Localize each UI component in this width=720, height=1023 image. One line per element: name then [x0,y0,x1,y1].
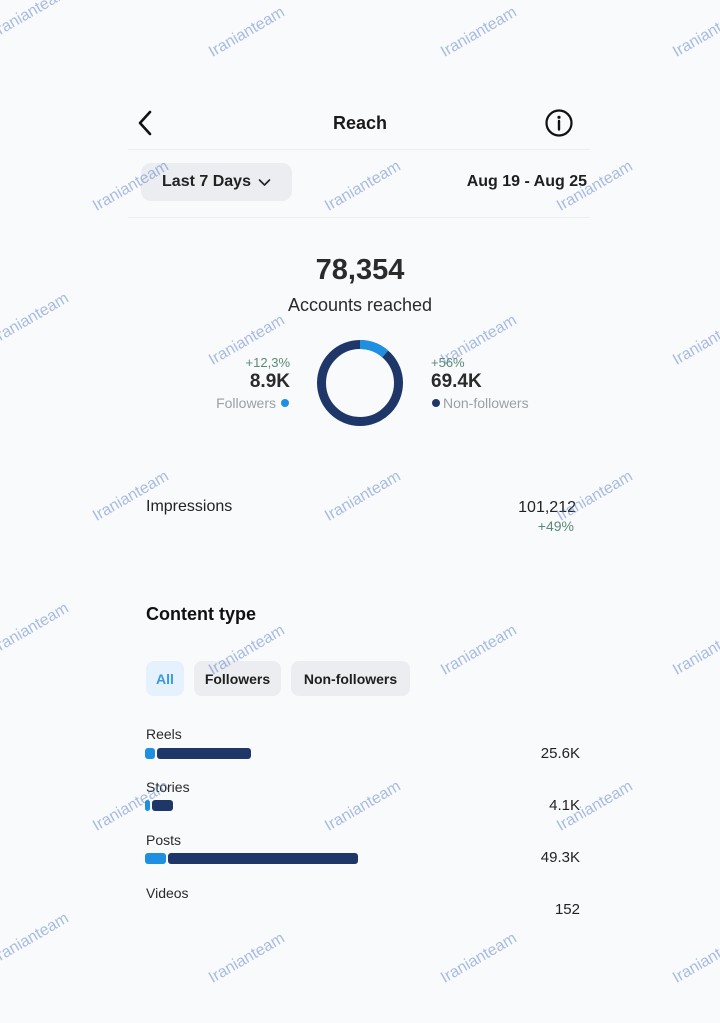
stories-followers-bar [145,800,150,811]
tab-followers[interactable]: Followers [194,661,281,696]
reels-label: Reels [146,726,182,742]
watermark-text: Iranianteam [438,929,520,987]
back-button[interactable] [133,108,159,138]
watermark-text: Iranianteam [0,0,72,41]
range-divider [128,217,590,218]
reels-non-followers-bar [156,748,252,759]
followers-label: Followers [216,395,276,411]
date-range-dropdown[interactable]: Last 7 Days [141,163,292,201]
donut-non-followers-ring [317,340,403,426]
accounts-reached-total: 78,354 [315,254,405,286]
watermark-text: Iranianteam [554,467,636,525]
info-button[interactable] [544,108,574,138]
watermark-text: Iranianteam [438,621,520,679]
videos-label: Videos [146,885,189,901]
watermark-text: Iranianteam [322,777,404,835]
stories-label: Stories [146,779,190,795]
header-divider [128,149,590,150]
date-range-label: Last 7 Days [162,173,251,190]
donut-followers-arc [317,340,403,426]
posts-non-followers-bar [168,853,358,864]
date-range-text: Aug 19 - Aug 25 [466,173,587,190]
non-followers-label: Non-followers [443,395,529,411]
watermark-text: Iranianteam [438,3,520,61]
tab-non-followers[interactable]: Non-followers [291,661,410,696]
non-followers-value: 69.4K [431,371,482,392]
reels-value: 25.6K [540,745,580,762]
reels-followers-bar [145,748,155,759]
non-followers-change: +56% [431,355,465,370]
watermark-text: Iranianteam [438,311,520,369]
info-icon [545,109,573,137]
posts-value: 49.3K [540,849,580,866]
watermark-text: Iranianteam [670,929,720,987]
impressions-value: 101,212 [518,499,576,516]
content-type-heading: Content type [146,604,256,624]
impressions-label: Impressions [146,498,233,515]
watermark-text: Iranianteam [670,621,720,679]
posts-label: Posts [146,832,182,848]
stories-value: 4.1K [549,797,580,814]
watermark-text: Iranianteam [206,929,288,987]
watermark-text: Iranianteam [670,3,720,61]
watermark-text: Iranianteam [670,311,720,369]
watermark-text: Iranianteam [0,909,72,967]
watermark-text: Iranianteam [206,3,288,61]
reach-donut-chart [317,340,403,426]
watermark-text: Iranianteam [90,467,172,525]
posts-followers-bar [145,853,167,864]
chevron-down-icon [258,178,271,186]
watermark-text: Iranianteam [322,157,404,215]
videos-value: 152 [554,901,580,918]
tab-all[interactable]: All [146,661,184,696]
chevron-left-icon [138,110,152,136]
accounts-reached-label: Accounts reached [287,295,433,315]
page-title: Reach [332,113,388,133]
watermark-text: Iranianteam [322,467,404,525]
followers-value: 8.9K [249,371,290,392]
stories-non-followers-bar [152,800,173,811]
followers-legend-dot [281,399,289,407]
impressions-change: +49% [537,518,574,534]
followers-change: +12,3% [245,355,290,370]
watermark-text: Iranianteam [0,599,72,657]
non-followers-legend-dot [432,399,440,407]
